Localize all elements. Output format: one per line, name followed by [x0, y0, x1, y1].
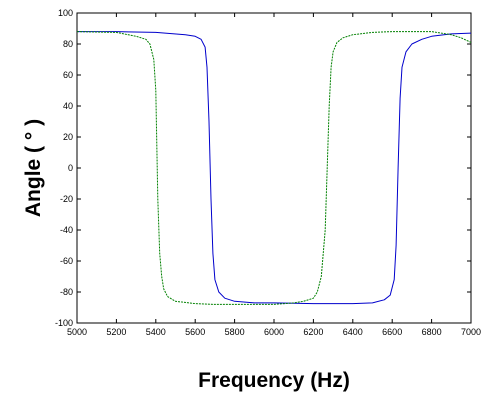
y-tick-label: 80 [63, 39, 73, 49]
y-tick-label: 0 [68, 163, 73, 173]
series-line-2 [76, 31, 472, 305]
y-axis-title: Angle ( ° ) [22, 119, 45, 217]
y-tick-label: -40 [60, 225, 73, 235]
y-tick-label: 20 [63, 132, 73, 142]
x-tick-label: 6600 [382, 327, 402, 337]
x-tick-label: 5200 [106, 327, 126, 337]
x-tick-label: 5400 [146, 327, 166, 337]
x-tick-label: 5600 [185, 327, 205, 337]
axis-ticks [76, 12, 472, 324]
y-tick-label: 100 [58, 8, 73, 18]
x-tick-label: 6200 [303, 327, 323, 337]
x-tick-label: 6400 [343, 327, 363, 337]
y-tick-label: -60 [60, 256, 73, 266]
y-tick-label: -20 [60, 194, 73, 204]
x-tick-label: 5800 [225, 327, 245, 337]
y-tick-label: -80 [60, 287, 73, 297]
series-layer [76, 31, 472, 305]
x-tick-label: 5000 [67, 327, 87, 337]
y-tick-label: 40 [63, 101, 73, 111]
x-tick-label: 6000 [264, 327, 284, 337]
y-tick-label: -100 [55, 318, 73, 328]
x-tick-label: 7000 [461, 327, 481, 337]
x-axis-title: Frequency (Hz) [198, 369, 350, 392]
x-tick-label: 6800 [422, 327, 442, 337]
axis-tick-labels: 5000 5200 5400 5600 5800 6000 6200 6400 6600 6800… [55, 8, 481, 337]
y-tick-label: 60 [63, 70, 73, 80]
plot-area [76, 12, 472, 324]
